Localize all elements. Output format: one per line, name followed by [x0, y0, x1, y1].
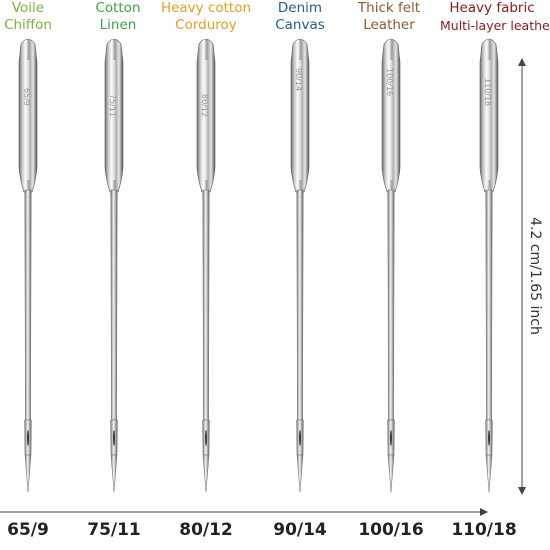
fabric-line-2: Multi-layer leather	[440, 18, 550, 33]
needle-4-size: 90/14	[273, 520, 327, 540]
needle-4-engraving: 90/14	[294, 68, 303, 91]
size-axis-arrow-icon	[480, 508, 488, 516]
fabric-line-1: Voile	[11, 0, 45, 16]
fabric-line-1: Heavy fabric	[449, 0, 535, 16]
fabric-line-2: Leather	[363, 17, 415, 33]
fabric-line-2: Linen	[99, 17, 137, 33]
needle-1-engraving: 65/9	[22, 88, 31, 106]
fabric-line-2: Chiffon	[4, 17, 52, 33]
needle-3-size: 80/12	[179, 520, 233, 540]
needle-5-engraving: 100/16	[385, 68, 394, 96]
needle-3-fabric-label: Heavy cotton Corduroy	[160, 0, 252, 34]
dimension-arrow-top-icon	[518, 58, 526, 66]
needle-4	[290, 38, 310, 493]
needle-1-fabric-label: Voile Chiffon	[0, 0, 74, 34]
fabric-line-1: Thick felt	[357, 0, 421, 16]
needle-5-fabric-label: Thick felt Leather	[343, 0, 435, 34]
dimension-label-wrapper: 4.2 cm/1.65 inch	[520, 60, 550, 492]
needle-5-size: 100/16	[358, 520, 424, 540]
needle-6-engraving: 110/18	[483, 78, 492, 106]
needle-6	[479, 38, 499, 493]
needle-6-size: 110/18	[451, 520, 517, 540]
needle-2-size: 75/11	[87, 520, 141, 540]
needle-1	[18, 38, 38, 493]
fabric-line-1: Heavy cotton	[160, 0, 252, 16]
needle-1-size: 65/9	[7, 520, 49, 540]
fabric-line-2: Canvas	[275, 17, 325, 33]
fabric-line-2: Corduroy	[175, 17, 237, 33]
needle-5	[381, 38, 401, 493]
needle-3-engraving: 80/12	[200, 94, 209, 117]
dimension-label: 4.2 cm/1.65 inch	[527, 213, 543, 339]
needle-6-fabric-label: Heavy fabric Multi-layer leather	[440, 0, 550, 34]
fabric-line-1: Cotton	[95, 0, 141, 16]
fabric-line-1: Denim	[277, 0, 323, 16]
needle-2-engraving: 75/11	[108, 94, 117, 117]
needle-4-fabric-label: Denim Canvas	[254, 0, 346, 34]
needle-2-fabric-label: Cotton Linen	[72, 0, 164, 34]
dimension-arrow-bottom-icon	[518, 487, 526, 495]
